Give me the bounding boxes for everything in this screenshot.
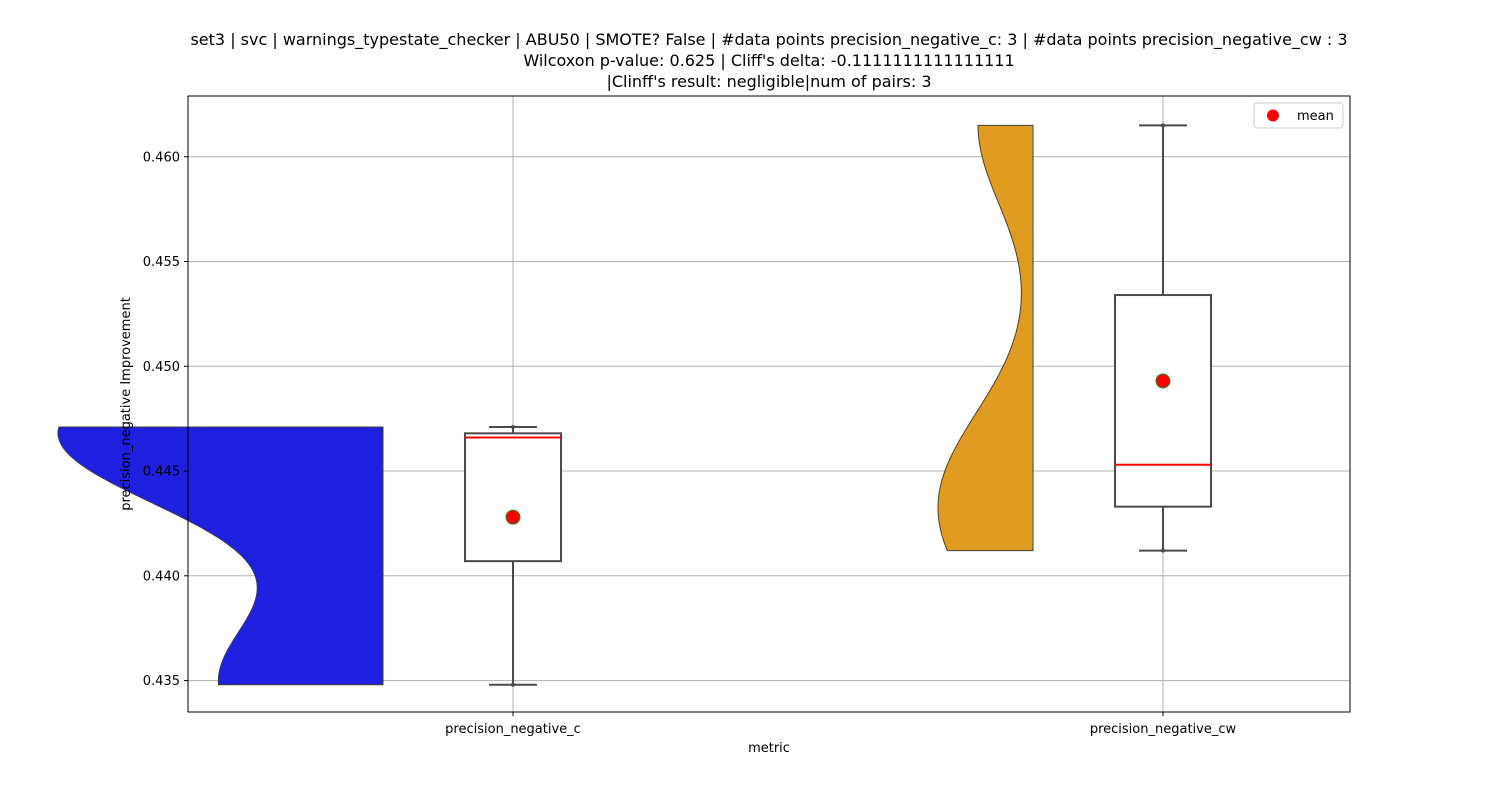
y-tick-label: 0.450: [143, 360, 180, 375]
whisker-dot-high-precision_negative_c: [511, 425, 515, 430]
x-axis-label: metric: [748, 741, 790, 756]
legend: mean: [1253, 102, 1344, 129]
x-tick-label: precision_negative_c: [445, 722, 581, 737]
whisker-dot-high-precision_negative_cw: [1161, 123, 1165, 128]
chart-title-line-2: Wilcoxon p-value: 0.625 | Cliff's delta:…: [523, 51, 1015, 70]
y-tick-label: 0.460: [143, 150, 180, 165]
legend-mean-marker: [1267, 109, 1279, 122]
box-precision_negative_cw: [1114, 294, 1212, 508]
x-tick-label: precision_negative_cw: [1090, 722, 1237, 737]
chart-title-line-1: set3 | svc | warnings_typestate_checker …: [190, 30, 1348, 49]
whisker-dot-low-precision_negative_cw: [1161, 548, 1165, 553]
violin-precision_negative_c: [57, 426, 384, 686]
box-layer: [464, 123, 1212, 687]
mean-marker-precision_negative_c: [505, 509, 521, 525]
legend-mean-label: mean: [1297, 109, 1334, 124]
y-tick-label: 0.445: [143, 465, 180, 480]
mean-marker-precision_negative_cw: [1155, 373, 1171, 389]
plot-frame: [187, 95, 1351, 713]
y-tick-label: 0.440: [143, 569, 180, 584]
y-tick-label: 0.455: [143, 255, 180, 270]
legend-frame: [1253, 102, 1344, 129]
violin-precision_negative_cw: [937, 124, 1034, 552]
chart-title-line-3: |Clinff's result: negligible|num of pair…: [606, 72, 932, 91]
violin-layer: [57, 124, 1034, 686]
tick-layer: 0.435 0.440 0.445 0.450 0.455 0.460 precision_…: [143, 150, 1237, 737]
box-precision_negative_c: [464, 432, 562, 563]
whisker-dot-low-precision_negative_c: [511, 682, 515, 687]
y-axis-label: precision_negative Improvement: [119, 297, 134, 511]
y-tick-label: 0.435: [143, 674, 180, 689]
